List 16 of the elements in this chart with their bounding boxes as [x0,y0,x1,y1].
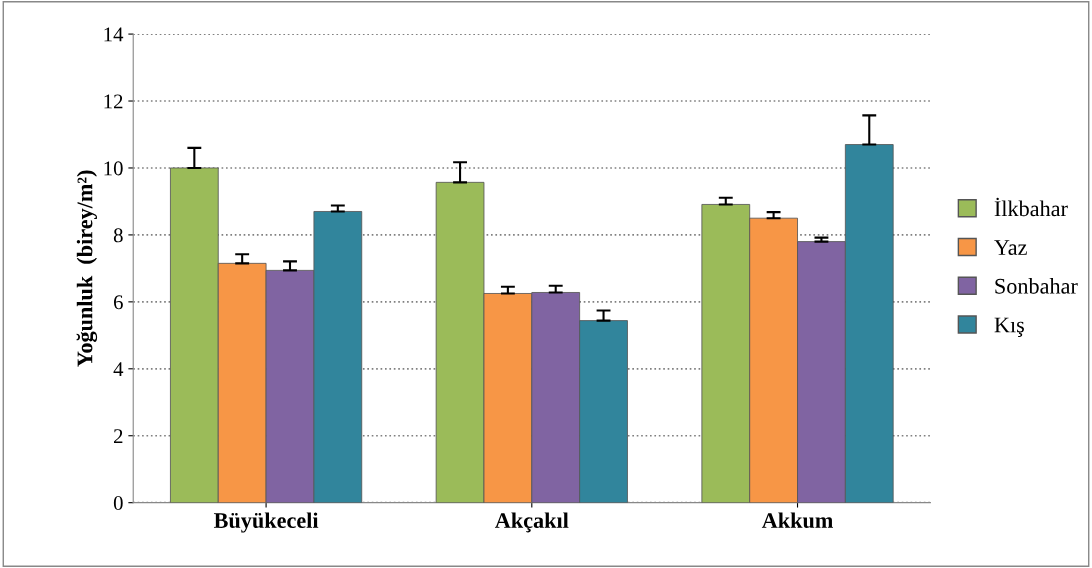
legend-label: Kış [994,317,1024,337]
y-tick-label: 12 [104,94,123,109]
x-tick-label: Büyükeceli [213,512,319,533]
x-tick-label: Akçakıl [494,512,569,533]
y-tick-label: 2 [114,429,123,443]
y-tick-label: 14 [104,27,124,42]
legend-label: İlkbahar [994,197,1068,217]
legend-label: Yaz [994,240,1027,255]
y-tick-label: 10 [104,161,123,176]
y-axis-title: Yoğunluk (birey/m²) [76,170,98,367]
legend-label: Sonbahar [995,278,1078,294]
y-tick-label: 4 [113,362,124,377]
x-tick-label: Akkum [761,512,833,529]
y-tick-label: 6 [113,295,123,310]
y-tick-label: 8 [113,228,123,243]
y-tick-label: 0 [113,496,123,511]
